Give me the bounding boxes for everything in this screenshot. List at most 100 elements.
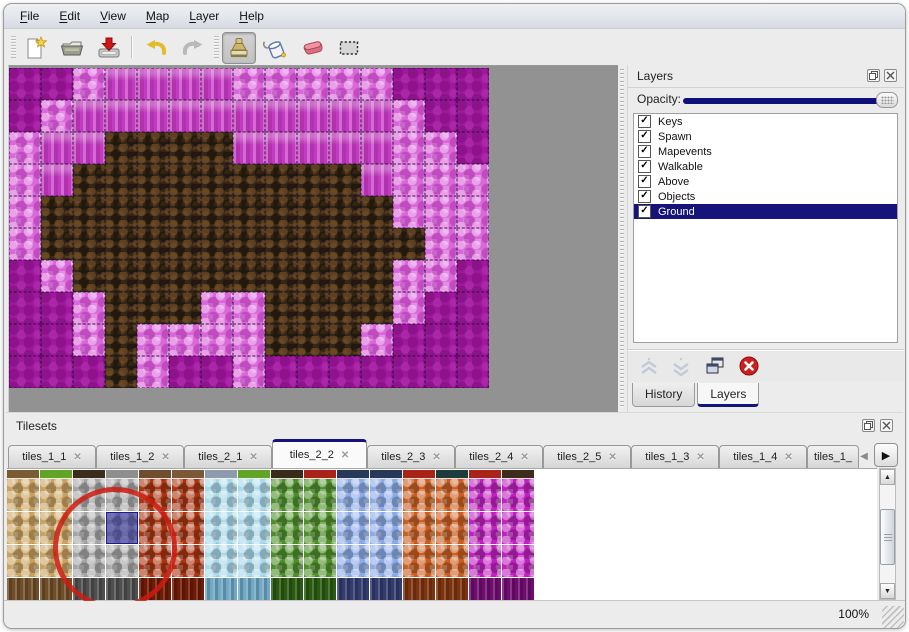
map-tile[interactable] [265,132,297,164]
map-tile[interactable] [297,292,329,324]
map-tile[interactable] [297,228,329,260]
map-tile[interactable] [9,196,41,228]
map-tile[interactable] [201,68,233,100]
opacity-slider-track[interactable] [683,98,898,104]
tileset-tile[interactable] [237,478,271,512]
tab-close-icon[interactable]: ✕ [249,451,258,463]
map-tile[interactable] [9,292,41,324]
undo-button[interactable] [141,33,171,63]
map-tile[interactable] [297,100,329,132]
layers-panel-close-button[interactable] [884,69,897,82]
tileset-tile[interactable] [436,470,468,479]
map-tile[interactable] [425,292,457,324]
map-tile[interactable] [137,324,169,356]
tileset-tab-tiles_2_2[interactable]: tiles_2_2 ✕ [272,439,367,468]
tileset-tile[interactable] [369,511,403,545]
map-tile[interactable] [73,132,105,164]
layer-visibility-checkbox[interactable]: ✓ [638,160,651,173]
rect-select-tool-button[interactable] [334,33,364,63]
layer-visibility-checkbox[interactable]: ✓ [638,115,651,128]
map-tile[interactable] [265,292,297,324]
map-tile[interactable] [137,196,169,228]
tileset-tile[interactable] [336,577,370,601]
save-file-button[interactable] [94,33,124,63]
map-tile[interactable] [265,228,297,260]
tileset-tab-tiles_1_3[interactable]: tiles_1_3 ✕ [631,445,719,468]
tileset-tile[interactable] [435,544,469,578]
tilesets-float-button[interactable] [862,419,875,432]
map-tile[interactable] [105,292,137,324]
tileset-tile[interactable] [172,470,204,479]
map-tile[interactable] [425,324,457,356]
tileset-tile[interactable] [403,470,435,479]
tileset-tile[interactable] [370,470,402,479]
tileset-tab-tiles_1_4[interactable]: tiles_1_4 ✕ [719,445,807,468]
map-tile[interactable] [201,324,233,356]
map-tile[interactable] [457,228,489,260]
map-tile[interactable] [457,196,489,228]
tileset-tile[interactable] [237,544,271,578]
layer-row-objects[interactable]: ✓ Objects [634,189,897,204]
tileset-tile[interactable] [402,544,436,578]
map-tile[interactable] [105,228,137,260]
tileset-tab-tiles_2_5[interactable]: tiles_2_5 ✕ [543,445,631,468]
layer-row-walkable[interactable]: ✓ Walkable [634,159,897,174]
map-tile[interactable] [137,292,169,324]
map-tile[interactable] [169,100,201,132]
map-tile[interactable] [393,196,425,228]
map-tile[interactable] [297,196,329,228]
map-tile[interactable] [393,68,425,100]
map-tile[interactable] [137,164,169,196]
map-tile[interactable] [105,100,137,132]
tileset-tile[interactable] [40,470,72,479]
map-tile[interactable] [265,68,297,100]
tileset-tab-tiles_2_3[interactable]: tiles_2_3 ✕ [367,445,455,468]
tab-close-icon[interactable]: ✕ [73,451,82,463]
map-tile[interactable] [297,356,329,388]
map-tile[interactable] [137,260,169,292]
map-tile[interactable] [169,324,201,356]
map-tile[interactable] [457,260,489,292]
map-tile[interactable] [201,164,233,196]
tileset-tile[interactable] [7,577,40,601]
map-tile[interactable] [73,260,105,292]
fill-tool-button[interactable] [261,33,291,63]
map-tile[interactable] [265,164,297,196]
tileset-tile[interactable] [237,511,271,545]
menu-item-map[interactable]: Map [145,9,170,23]
tileset-tile[interactable] [270,577,304,601]
tilesets-close-button[interactable] [880,419,893,432]
menu-item-view[interactable]: View [100,9,126,23]
scroll-up-button[interactable]: ▲ [880,469,895,485]
tileset-tile[interactable] [303,511,337,545]
map-tile[interactable] [329,356,361,388]
tileset-scrollbar[interactable]: ▲ ▼ [879,468,896,600]
map-tile[interactable] [201,132,233,164]
layer-row-mapevents[interactable]: ✓ Mapevents [634,144,897,159]
map-tile[interactable] [457,292,489,324]
map-tile[interactable] [41,260,73,292]
map-tile[interactable] [41,68,73,100]
tab-close-icon[interactable]: ✕ [520,451,529,463]
tileset-tile[interactable] [204,577,238,601]
tileset-tile[interactable] [7,511,40,545]
map-tile[interactable] [457,100,489,132]
tileset-tile[interactable] [238,470,270,479]
dock-tab-history[interactable]: History [632,383,696,407]
tileset-tab-tiles_1_[interactable]: tiles_1_ [807,445,859,468]
tileset-tile[interactable] [435,478,469,512]
tileset-tile[interactable] [270,478,304,512]
map-tile[interactable] [169,292,201,324]
redo-button[interactable] [178,33,208,63]
map-tile[interactable] [329,196,361,228]
map-tile[interactable] [361,164,393,196]
map-tile[interactable] [73,100,105,132]
map-tile[interactable] [361,260,393,292]
map-tile[interactable] [297,68,329,100]
tileset-tile[interactable] [369,544,403,578]
map-tile[interactable] [393,324,425,356]
map-tile[interactable] [105,164,137,196]
tileset-tile[interactable] [205,470,237,479]
new-file-button[interactable] [20,33,50,63]
map-tile[interactable] [265,324,297,356]
